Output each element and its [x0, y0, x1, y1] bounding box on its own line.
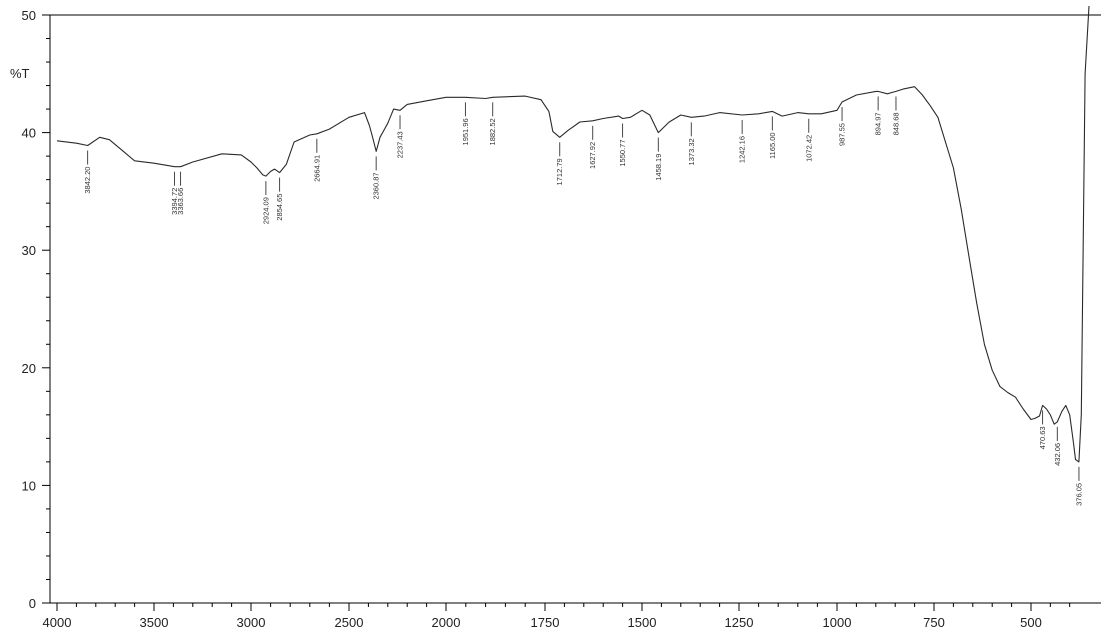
- x-tick-label: 1250: [725, 615, 754, 630]
- peak-label: 3842.20: [83, 167, 92, 194]
- x-tick-label: 1500: [628, 615, 657, 630]
- x-ticks: 4000 3500 3000 2500 2000 1750 1500 1250 1000 750 5…: [43, 603, 1071, 630]
- peak-label: 1242.16: [738, 136, 747, 163]
- peak-label: 1458.19: [654, 154, 663, 181]
- peak-label: 1165.00: [768, 132, 777, 159]
- peak-label: 3394.72: [170, 188, 179, 215]
- x-tick-label: 3000: [237, 615, 266, 630]
- peak-label: 2360.87: [372, 172, 381, 199]
- x-tick-label: 3500: [140, 615, 169, 630]
- x-tick-label: 1750: [531, 615, 560, 630]
- peak-label: 1882.52: [488, 118, 497, 145]
- x-tick-label: 1000: [823, 615, 852, 630]
- peak-label: 2854.65: [275, 194, 284, 221]
- peak-label: 1072.42: [804, 135, 813, 162]
- peak-label: 1627.92: [588, 142, 597, 169]
- x-tick-label: 750: [923, 615, 945, 630]
- y-tick-label: 30: [22, 243, 36, 258]
- peak-label: 376.05: [1074, 483, 1083, 506]
- peak-label: 2664.91: [312, 155, 321, 182]
- peak-label: 987.55: [838, 123, 847, 146]
- peak-label: 3363.66: [176, 188, 185, 215]
- y-axis-label: %T: [10, 66, 30, 81]
- peak-label: 2924.09: [261, 197, 270, 224]
- peak-label: 1550.77: [618, 139, 627, 166]
- peak-label: 1373.32: [687, 138, 696, 165]
- x-tick-label: 500: [1020, 615, 1042, 630]
- peak-label: 1951.96: [461, 118, 470, 145]
- y-tick-label: 0: [29, 596, 36, 611]
- axes: [49, 14, 1101, 604]
- peak-label: 1712.79: [555, 158, 564, 185]
- peak-label: 894.97: [874, 112, 883, 135]
- y-tick-label: 40: [22, 126, 36, 141]
- peak-label: 470.63: [1038, 426, 1047, 449]
- y-ticks: 0 10 20 30 40 50: [22, 8, 50, 611]
- peak-label: 432.06: [1053, 443, 1062, 466]
- transmittance-spectrum-line: [56, 5, 1090, 463]
- y-tick-label: 20: [22, 361, 36, 376]
- peak-label: 2237.43: [396, 131, 405, 158]
- x-tick-label: 2500: [335, 615, 364, 630]
- y-tick-label: 50: [22, 8, 36, 23]
- x-tick-label: 4000: [43, 615, 72, 630]
- y-tick-label: 10: [22, 478, 36, 493]
- x-tick-label: 2000: [432, 615, 461, 630]
- peak-label: 848.68: [891, 112, 900, 135]
